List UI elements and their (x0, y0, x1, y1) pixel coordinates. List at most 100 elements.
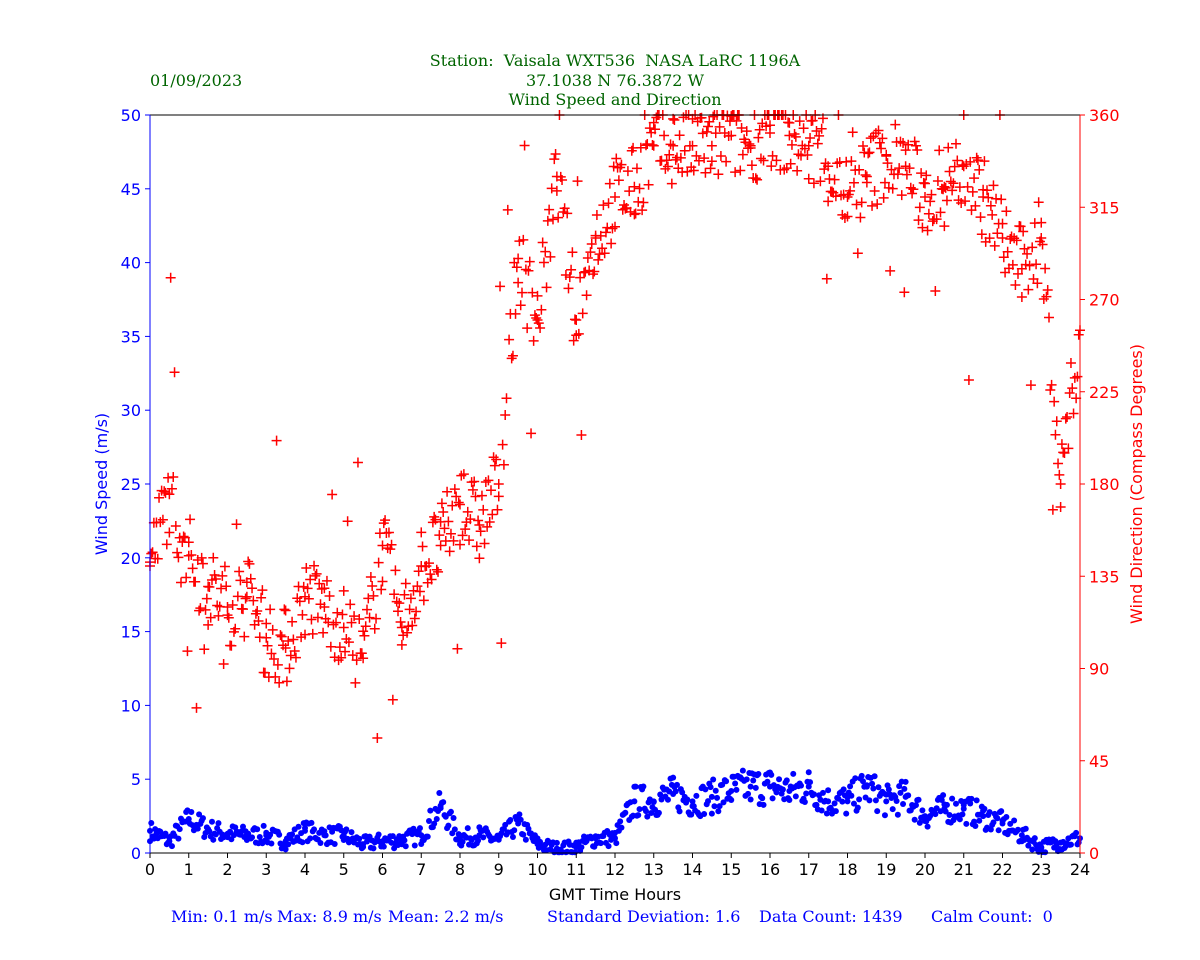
wind-direction-point (744, 138, 755, 149)
wind-direction-point (537, 237, 548, 248)
wind-speed-point (299, 839, 306, 846)
wind-speed-point (455, 831, 462, 838)
wind-direction-point (575, 272, 586, 283)
wind-direction-point (564, 272, 575, 283)
wind-direction-point (815, 176, 826, 187)
wind-direction-point (351, 655, 362, 666)
wind-direction-point (634, 183, 645, 194)
wind-direction-point (992, 228, 1003, 239)
wind-speed-point (433, 815, 440, 822)
wind-speed-point (959, 811, 966, 818)
wind-direction-point (1068, 408, 1079, 419)
x-tick-label: 0 (145, 860, 155, 879)
wind-direction-point (278, 640, 289, 651)
wind-direction-point (1067, 383, 1078, 394)
chart-title: Wind Speed and Direction (508, 90, 721, 109)
wind-direction-point (715, 151, 726, 162)
wind-direction-point (371, 613, 382, 624)
wind-direction-point (160, 487, 171, 498)
wind-direction-point (271, 435, 282, 446)
wind-direction-point (784, 130, 795, 141)
wind-direction-point (327, 489, 338, 500)
wind-speed-point (440, 799, 447, 806)
wind-direction-point (385, 544, 396, 555)
wind-direction-point (593, 254, 604, 265)
wind-direction-point (474, 520, 485, 530)
wind-direction-point (314, 578, 325, 589)
wind-speed-point (805, 769, 812, 776)
wind-speed-point (454, 836, 461, 843)
wind-direction-point (829, 174, 840, 185)
wind-speed-point (666, 788, 673, 795)
wind-direction-point (691, 150, 702, 161)
wind-speed-point (900, 801, 907, 808)
wind-direction-point (533, 318, 544, 329)
wind-direction-point (449, 484, 460, 495)
wind-direction-point (1025, 380, 1036, 391)
wind-direction-point (280, 605, 291, 616)
wind-speed-point (701, 810, 708, 817)
wind-direction-point (572, 176, 583, 187)
wind-direction-point (239, 631, 250, 642)
wind-direction-point (528, 335, 539, 346)
wind-direction-point (377, 576, 388, 587)
wind-direction-point (922, 225, 933, 236)
stat-min: Min: 0.1 m/s (171, 907, 273, 926)
wind-speed-point (427, 807, 434, 814)
wind-direction-point (455, 539, 465, 550)
wind-speed-point (712, 787, 719, 794)
wind-direction-point (688, 165, 699, 176)
wind-direction-point (967, 186, 978, 197)
wind-direction-point (172, 547, 183, 558)
wind-direction-point (517, 287, 527, 298)
wind-direction-point (904, 163, 915, 174)
wind-speed-point (792, 793, 799, 800)
wind-direction-point (178, 531, 189, 542)
wind-direction-point (338, 622, 349, 633)
wind-speed-point (1025, 842, 1032, 849)
wind-direction-point (402, 627, 413, 638)
wind-direction-point (624, 186, 635, 197)
wind-direction-point (790, 131, 801, 142)
wind-direction-point (582, 253, 593, 264)
wind-direction-point (147, 547, 158, 558)
wind-direction-point (1018, 226, 1029, 237)
wind-direction-point (863, 148, 874, 159)
wind-direction-point (997, 218, 1008, 229)
wind-speed-point (871, 773, 878, 780)
wind-direction-point (648, 117, 659, 128)
wind-direction-point (267, 624, 278, 635)
wind-direction-point (898, 137, 909, 148)
wind-speed-point (459, 838, 466, 845)
wind-speed-point (750, 777, 757, 784)
wind-direction-point (651, 112, 662, 123)
wind-direction-point (899, 287, 910, 298)
wind-direction-point (1002, 246, 1013, 257)
wind-direction-point (200, 604, 211, 615)
wind-direction-point (879, 177, 890, 188)
x-tick-label: 15 (721, 860, 741, 879)
wind-direction-point (794, 116, 805, 127)
wind-direction-point (755, 153, 766, 164)
wind-direction-point (997, 233, 1008, 243)
wind-direction-point (389, 589, 400, 600)
wind-speed-point (480, 834, 487, 841)
wind-direction-point (1062, 411, 1073, 422)
wind-speed-point (267, 831, 274, 838)
wind-speed-point (858, 772, 865, 779)
wind-direction-point (1027, 242, 1038, 253)
wind-direction-point (352, 457, 363, 468)
wind-direction-point (411, 606, 422, 617)
wind-direction-point (867, 200, 878, 211)
wind-direction-point (435, 540, 446, 551)
wind-direction-point (451, 491, 462, 502)
wind-direction-point (931, 214, 942, 225)
wind-direction-point (765, 128, 775, 139)
wind-direction-point (1051, 416, 1062, 427)
wind-speed-point (688, 811, 695, 818)
wind-speed-point (674, 781, 680, 788)
wind-direction-point (442, 486, 453, 497)
wind-direction-point (1038, 294, 1049, 305)
wind-direction-point (1053, 458, 1064, 469)
